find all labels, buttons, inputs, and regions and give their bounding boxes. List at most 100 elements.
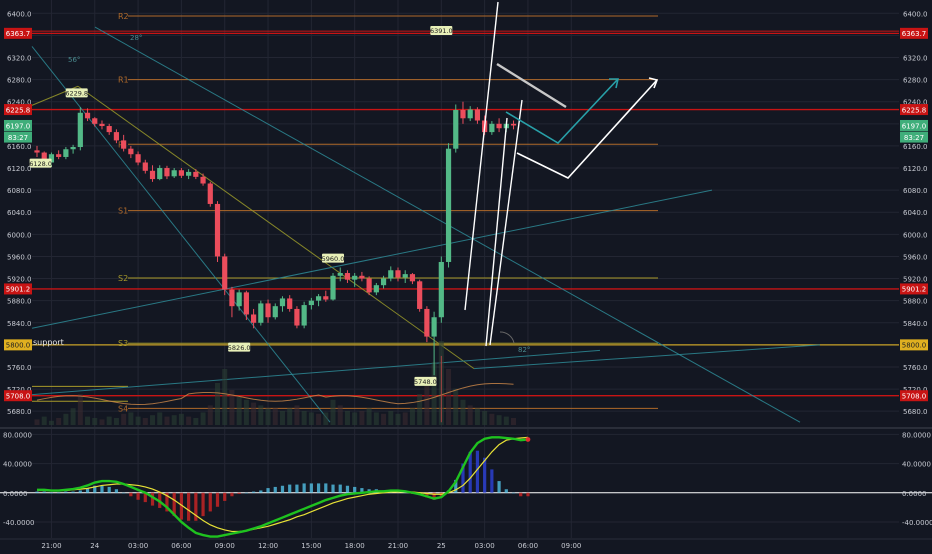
volume-bar bbox=[395, 413, 401, 425]
price-axis-tick-right: 5760.0 bbox=[903, 364, 928, 372]
price-badge-left bbox=[4, 104, 32, 116]
volume-bar bbox=[287, 408, 293, 425]
volume-bar bbox=[344, 411, 350, 425]
support-label: support bbox=[33, 338, 64, 347]
candle-body bbox=[214, 203, 221, 257]
volume-bar bbox=[77, 394, 83, 425]
price-axis-tick-right: 6280.0 bbox=[903, 77, 928, 85]
pivot-label: S4 bbox=[118, 404, 128, 413]
candle-body bbox=[510, 123, 517, 126]
volume-bar bbox=[272, 408, 278, 425]
candle-body bbox=[380, 278, 387, 286]
price-tag-text: 6229.8 bbox=[65, 90, 88, 98]
candle-body bbox=[222, 256, 228, 290]
macd-histogram-bar bbox=[468, 451, 472, 493]
macd-axis-tick-right: 0.0000 bbox=[902, 490, 927, 498]
volume-bar bbox=[453, 388, 459, 425]
candle-body bbox=[186, 171, 192, 176]
candle-body bbox=[388, 270, 394, 279]
pivot-label: S3 bbox=[118, 339, 128, 348]
macd-line bbox=[37, 436, 529, 538]
price-axis-tick-left: 6400.0 bbox=[7, 10, 32, 18]
price-tag-text: 5826.0 bbox=[228, 344, 251, 352]
volume-bar bbox=[294, 405, 300, 425]
macd-histogram-bar bbox=[252, 491, 256, 493]
volume-bar bbox=[301, 411, 307, 425]
time-axis-tick: 06:00 bbox=[171, 542, 191, 550]
price-axis-tick-right: 5920.0 bbox=[903, 276, 928, 284]
price-tag-text: 5748.0 bbox=[414, 378, 437, 386]
price-badge-left-text: 5708.0 bbox=[6, 393, 31, 401]
horizontal-levels: R2 R1 P S1 S2 S3 S4 bbox=[32, 12, 899, 413]
candle-body bbox=[460, 110, 466, 119]
candle-body bbox=[243, 292, 249, 315]
volume-bar bbox=[92, 418, 98, 425]
price-axis-tick-left: 6040.0 bbox=[7, 209, 32, 217]
price-axis-tick-right: 6400.0 bbox=[903, 10, 928, 18]
projection-path-teal bbox=[505, 78, 619, 145]
candle-body bbox=[344, 273, 351, 280]
volume-bar bbox=[99, 419, 105, 425]
candle-body bbox=[373, 285, 379, 293]
candle-body bbox=[56, 154, 62, 157]
price-axis-tick-left: 5960.0 bbox=[7, 253, 32, 261]
candle-body bbox=[279, 298, 286, 307]
price-axis-tick-left: 5880.0 bbox=[7, 298, 32, 306]
macd-histogram-bar bbox=[187, 492, 191, 521]
volume-bar bbox=[56, 418, 62, 425]
volume-bar bbox=[352, 412, 358, 425]
candle-body bbox=[63, 149, 69, 157]
price-badge-right-text: 83:27 bbox=[904, 134, 924, 142]
macd-histogram-bar bbox=[230, 492, 234, 497]
candle-body bbox=[48, 154, 55, 163]
volume-bar bbox=[511, 418, 517, 425]
volume-bar bbox=[157, 412, 163, 425]
volume-bar bbox=[402, 412, 408, 425]
price-axis-tick-left: 6240.0 bbox=[7, 99, 32, 107]
macd-histogram-bar bbox=[432, 492, 436, 500]
volume-bar bbox=[409, 408, 415, 425]
candle-body bbox=[157, 168, 163, 180]
candle-body bbox=[366, 278, 372, 293]
macd-histogram-bar bbox=[439, 492, 443, 498]
volume-bar bbox=[135, 416, 141, 425]
volume-bar bbox=[207, 405, 213, 425]
candle-body bbox=[474, 109, 481, 121]
macd-histogram-bar bbox=[71, 491, 75, 493]
candle-body bbox=[149, 170, 156, 180]
volume-bar bbox=[258, 405, 264, 425]
candle-body bbox=[236, 292, 242, 307]
flag-line bbox=[496, 62, 567, 109]
price-badge-right-text: 5800.0 bbox=[902, 342, 927, 350]
volume-bar bbox=[128, 412, 134, 425]
macd-histogram-bar bbox=[244, 492, 248, 494]
candle-body bbox=[84, 112, 91, 119]
macd-histogram-bar bbox=[150, 492, 155, 506]
macd-histogram-bar bbox=[64, 491, 68, 493]
trend-line bbox=[473, 344, 821, 370]
candle-body bbox=[70, 147, 76, 150]
volume-bar bbox=[41, 416, 47, 425]
price-badge-right-text: 6197.0 bbox=[902, 122, 927, 130]
time-axis-tick: 15:00 bbox=[301, 542, 321, 550]
macd-histogram-bar bbox=[78, 490, 82, 493]
price-tag bbox=[228, 342, 251, 352]
volume-bar bbox=[323, 412, 329, 425]
price-axis-tick-right: 6240.0 bbox=[903, 99, 928, 107]
price-tag-text: 6128.0 bbox=[29, 160, 52, 168]
candle-body bbox=[424, 308, 430, 337]
price-badge-left-text: 83:27 bbox=[8, 134, 28, 142]
price-axis-tick-left: 5760.0 bbox=[7, 364, 32, 372]
volume-bar bbox=[106, 416, 112, 425]
candle-body bbox=[301, 305, 307, 326]
axes: 6400.06400.06360.06360.06320.06320.06280… bbox=[3, 10, 932, 550]
price-badge-right bbox=[900, 27, 928, 39]
macd-histogram-bar bbox=[129, 492, 133, 497]
volume-bar bbox=[417, 394, 423, 425]
price-badge-left bbox=[4, 390, 32, 402]
price-axis-tick-left: 5720.0 bbox=[7, 386, 32, 394]
macd-histogram-bar bbox=[85, 488, 90, 493]
price-axis-tick-left: 6000.0 bbox=[7, 231, 32, 239]
